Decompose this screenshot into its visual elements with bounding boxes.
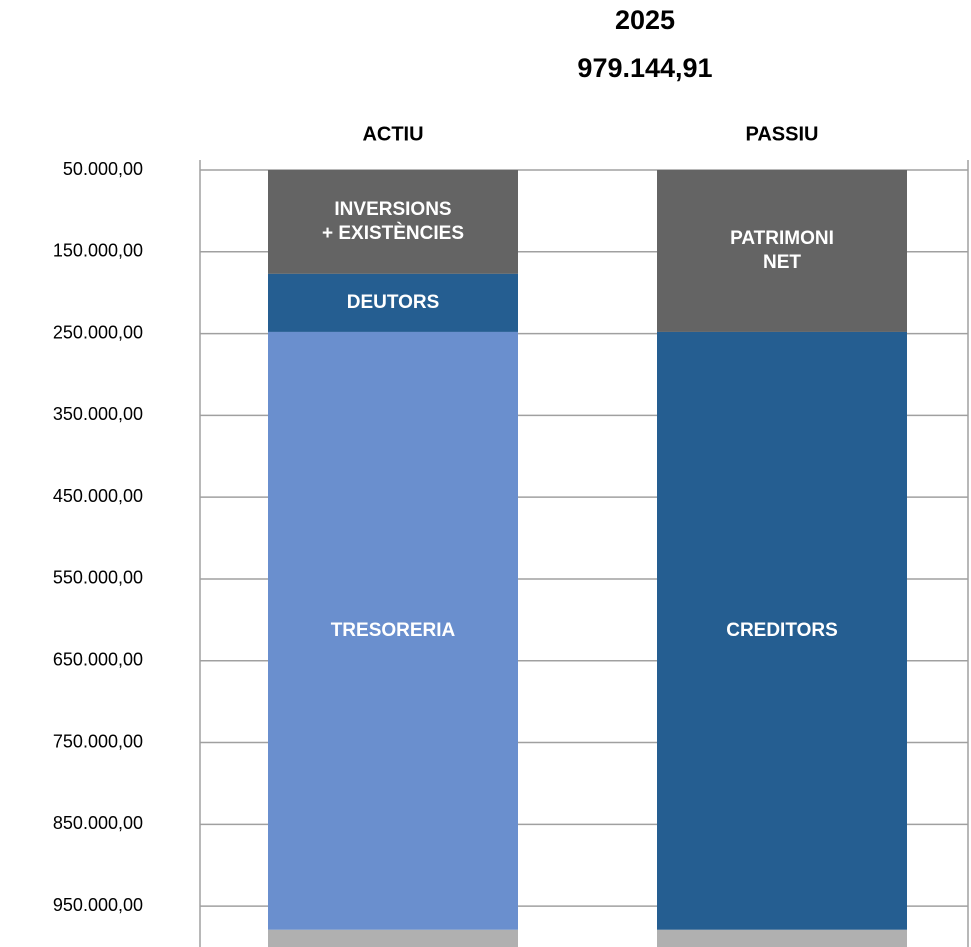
segment-label: DEUTORS [347, 292, 440, 313]
y-tick-label: 750.000,00 [53, 731, 143, 751]
bars [268, 170, 907, 947]
chart-subtitle: 979.144,91 [577, 53, 712, 83]
chart-title: 2025 [615, 5, 675, 35]
segment-label: PATRIMONI NET [730, 228, 834, 273]
y-tick-label: 350.000,00 [53, 404, 143, 424]
bar-segment [657, 331, 907, 930]
bar-segment [657, 929, 907, 947]
y-tick-label: 550.000,00 [53, 568, 143, 588]
category-label: PASSIU [746, 123, 819, 145]
y-tick-label: 850.000,00 [53, 813, 143, 833]
category-label: ACTIU [362, 123, 423, 145]
bar-segment [657, 170, 907, 332]
y-tick-label: 150.000,00 [53, 241, 143, 261]
bar-segment [268, 273, 518, 332]
y-tick-label: 950.000,00 [53, 895, 143, 915]
bar-segment [268, 331, 518, 930]
segment-label: TRESORERIA [331, 620, 456, 641]
y-tick-label: 50.000,00 [63, 159, 143, 179]
y-tick-label: 250.000,00 [53, 322, 143, 342]
bar-segment [268, 929, 518, 947]
segment-label: INVERSIONS + EXISTÈNCIES [322, 199, 464, 244]
y-tick-label: 450.000,00 [53, 486, 143, 506]
segment-label: CREDITORS [726, 620, 838, 641]
bar-segment [268, 170, 518, 274]
y-tick-label: 650.000,00 [53, 649, 143, 669]
